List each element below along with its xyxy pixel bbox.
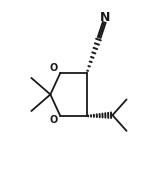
Text: O: O [50, 63, 58, 73]
Text: N: N [100, 11, 111, 24]
Text: O: O [50, 115, 58, 125]
